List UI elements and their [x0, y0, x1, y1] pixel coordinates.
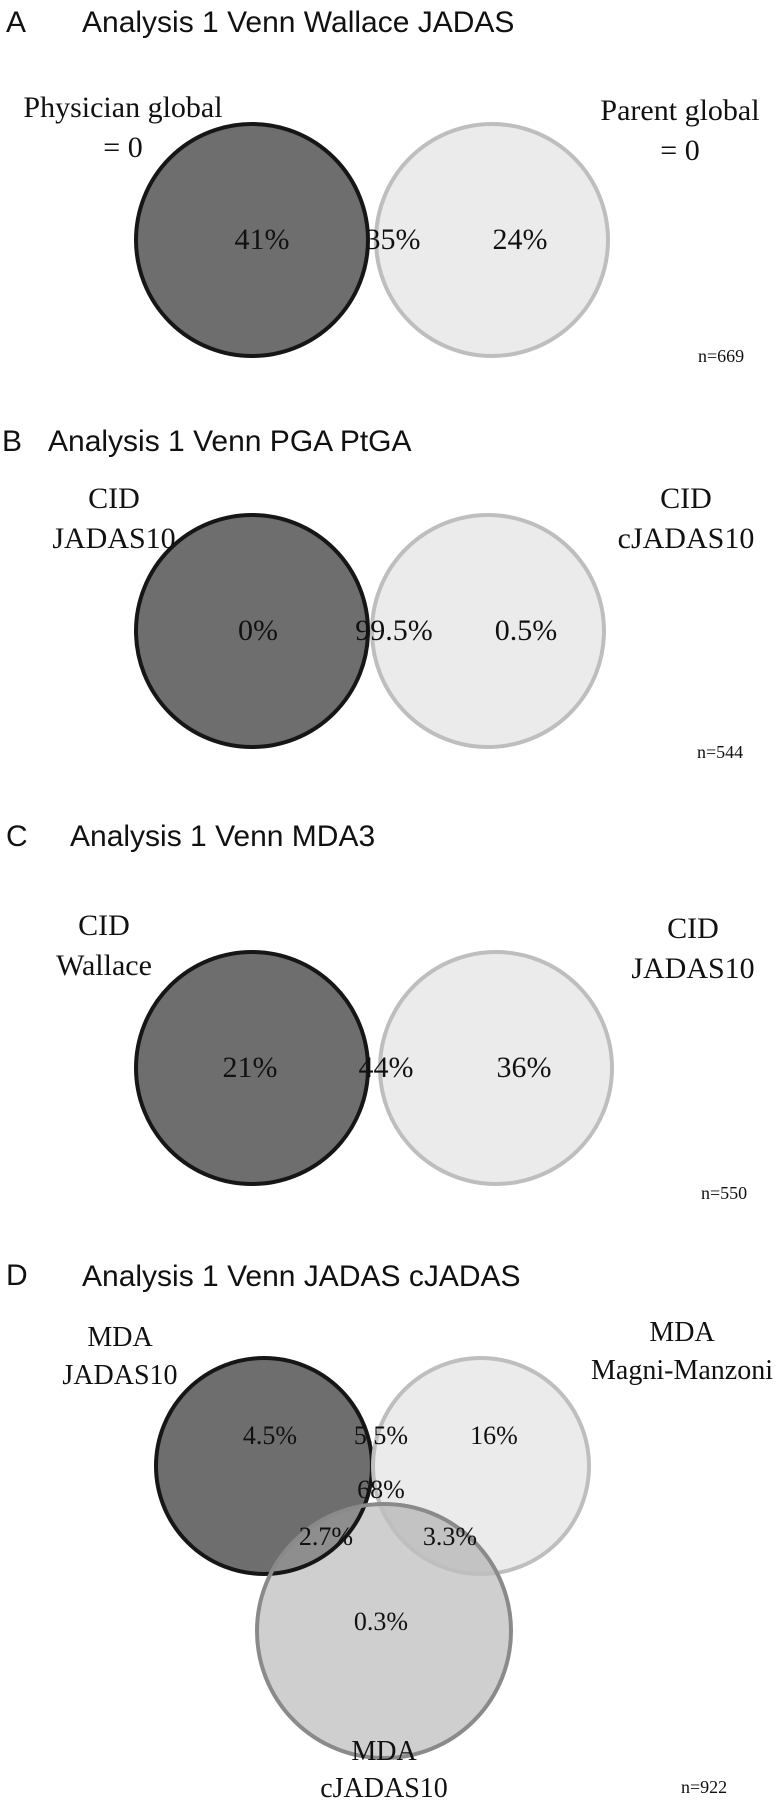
panel-d-right-only-value: 16%: [470, 1421, 518, 1450]
panel-b-right-only-value: 0.5%: [495, 614, 558, 647]
panel-c-right-only-value: 36%: [497, 1051, 552, 1084]
panel-c-right-label-line1: CID: [667, 912, 719, 945]
panel-d-left-only-value: 4.5%: [243, 1421, 297, 1450]
panel-b-right-label-line2: cJADAS10: [618, 522, 755, 555]
panel-d-bottom-label-line1: MDA: [351, 1736, 417, 1767]
panel-a-overlap-value: 35%: [366, 223, 421, 256]
panel-c-overlap-value: 44%: [359, 1051, 414, 1084]
panel-a-left-only-value: 41%: [235, 223, 290, 256]
panel-c: C Analysis 1 Venn MDA3 CID Wallace CID J…: [6, 820, 755, 1203]
panel-b-n: n=544: [697, 742, 743, 762]
panel-c-left-circle: [136, 952, 368, 1184]
panel-d-left-circle: [156, 1358, 372, 1574]
panel-b-left-label-line1: CID: [88, 482, 140, 515]
panel-d-left-label-line2: JADAS10: [62, 1360, 177, 1391]
panel-c-left-label-line2: Wallace: [56, 949, 152, 982]
panel-b-right-label-line1: CID: [660, 482, 712, 515]
panel-b-right-circle: [372, 515, 604, 747]
panel-b-left-only-value: 0%: [238, 614, 278, 647]
panel-d-n: n=922: [681, 1777, 727, 1797]
panel-a-right-label-line2: = 0: [660, 134, 699, 167]
panel-c-n: n=550: [701, 1183, 747, 1203]
panel-a: A Analysis 1 Venn Wallace JADAS Physicia…: [6, 6, 760, 366]
panel-a-left-label-line2: = 0: [103, 131, 142, 164]
panel-b-left-circle: [136, 515, 368, 747]
panel-d-bottom-label-line2: cJADAS10: [320, 1773, 448, 1800]
panel-b-overlap-value: 99.5%: [355, 614, 433, 647]
panel-c-title: Analysis 1 Venn MDA3: [70, 820, 375, 853]
panel-d-title: Analysis 1 Venn JADAS cJADAS: [82, 1260, 521, 1293]
panel-b-left-label-line2: JADAS10: [52, 522, 175, 555]
panel-d-left-label-line1: MDA: [87, 1322, 153, 1353]
panel-a-right-label-line1: Parent global: [600, 94, 759, 127]
panel-d-left-bottom-value: 2.7%: [299, 1522, 353, 1551]
panel-b-letter: B: [2, 425, 22, 458]
panel-d-right-bottom-value: 3.3%: [423, 1522, 477, 1551]
panel-d: D Analysis 1 Venn JADAS cJADAS MDA JADAS…: [6, 1259, 773, 1800]
panel-a-left-circle: [136, 124, 368, 356]
panel-c-left-label-line1: CID: [78, 909, 130, 942]
panel-d-right-label-line1: MDA: [649, 1317, 715, 1348]
panel-a-left-label-line1: Physician global: [23, 91, 222, 124]
panel-b: B Analysis 1 Venn PGA PtGA CID JADAS10 C…: [2, 425, 754, 762]
panel-d-letter: D: [6, 1259, 28, 1292]
panel-a-right-only-value: 24%: [493, 223, 548, 256]
panel-a-right-circle: [376, 124, 608, 356]
panel-c-letter: C: [6, 820, 28, 853]
panel-a-n: n=669: [698, 346, 744, 366]
panel-a-title: Analysis 1 Venn Wallace JADAS: [82, 6, 514, 39]
panel-a-letter: A: [6, 6, 26, 39]
panel-d-center-value: 68%: [357, 1475, 405, 1504]
panel-d-bottom-only-value: 0.3%: [354, 1607, 408, 1636]
panel-c-left-only-value: 21%: [223, 1051, 278, 1084]
panel-d-right-label-line2: Magni-Manzoni: [591, 1355, 773, 1386]
panel-b-title: Analysis 1 Venn PGA PtGA: [48, 425, 412, 458]
panel-c-right-circle: [380, 952, 612, 1184]
panel-c-right-label-line2: JADAS10: [631, 952, 754, 985]
panel-d-left-right-value: 5.5%: [354, 1421, 408, 1450]
